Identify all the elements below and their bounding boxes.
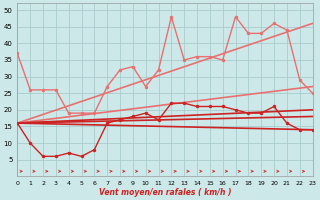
X-axis label: Vent moyen/en rafales ( km/h ): Vent moyen/en rafales ( km/h ) <box>99 188 231 197</box>
